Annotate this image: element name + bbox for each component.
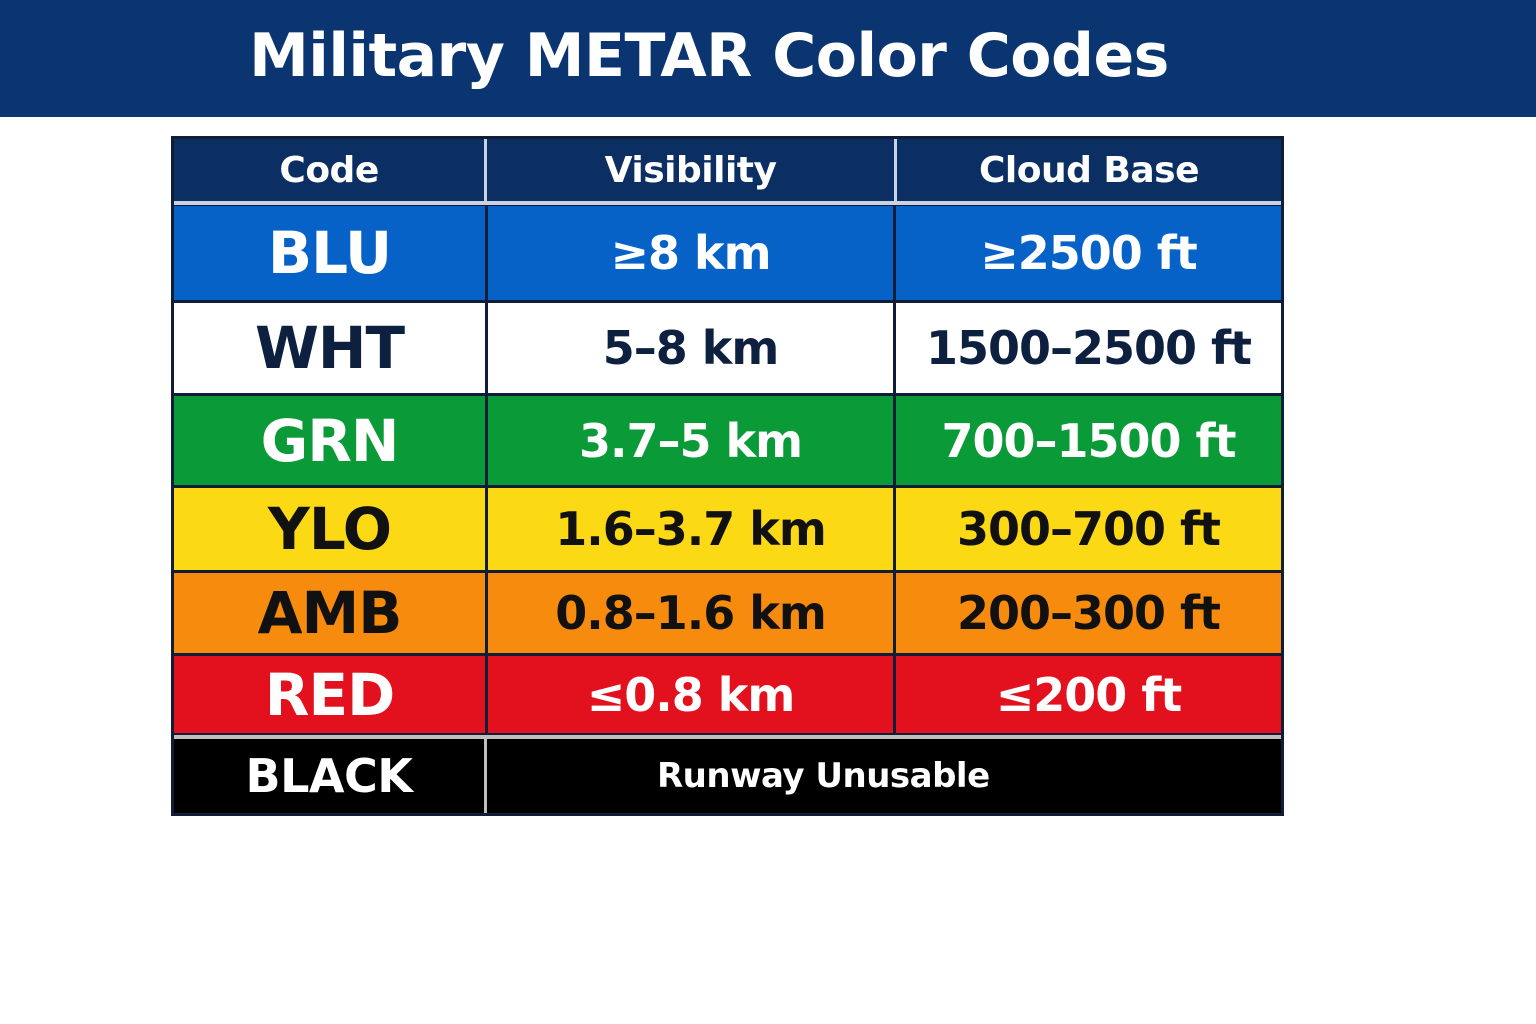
code-cell: GRN bbox=[174, 396, 485, 485]
cloud-base-cell: ≥2500 ft bbox=[896, 206, 1281, 300]
cloud-base-cell: 300–700 ft bbox=[896, 488, 1281, 570]
code-cell-black: BLACK bbox=[174, 739, 484, 813]
visibility-cell: ≤0.8 km bbox=[488, 656, 893, 733]
color-code-table: Code Visibility Cloud Base BLU ≥8 km ≥25… bbox=[171, 136, 1284, 816]
page-title: Military METAR Color Codes bbox=[249, 21, 1169, 91]
code-cell: BLU bbox=[174, 206, 485, 300]
table-row: RED ≤0.8 km ≤200 ft bbox=[174, 656, 1281, 733]
table-row: BLU ≥8 km ≥2500 ft bbox=[174, 206, 1281, 300]
cloud-base-cell: 200–300 ft bbox=[896, 573, 1281, 653]
header-cloud-base: Cloud Base bbox=[978, 149, 1199, 191]
black-row: BLACK Runway Unusable bbox=[174, 739, 1281, 813]
header-rule bbox=[174, 201, 1281, 205]
code-cell: YLO bbox=[174, 488, 485, 570]
header-visibility: Visibility bbox=[604, 149, 777, 191]
cloud-base-cell: 1500–2500 ft bbox=[896, 303, 1281, 393]
table-row: WHT 5–8 km 1500–2500 ft bbox=[174, 303, 1281, 393]
visibility-cell: 5–8 km bbox=[488, 303, 893, 393]
table-row: AMB 0.8–1.6 km 200–300 ft bbox=[174, 573, 1281, 653]
cloud-base-cell: ≤200 ft bbox=[896, 656, 1281, 733]
visibility-cell: 1.6–3.7 km bbox=[488, 488, 893, 570]
code-cell: RED bbox=[174, 656, 485, 733]
cloud-base-cell: 700–1500 ft bbox=[896, 396, 1281, 485]
visibility-cell: 0.8–1.6 km bbox=[488, 573, 893, 653]
code-cell: WHT bbox=[174, 303, 485, 393]
header-divider bbox=[894, 139, 898, 201]
table-row: GRN 3.7–5 km 700–1500 ft bbox=[174, 396, 1281, 485]
code-cell: AMB bbox=[174, 573, 485, 653]
black-row-rule bbox=[174, 735, 1281, 739]
title-bar: Military METAR Color Codes bbox=[0, 0, 1536, 117]
table-row: YLO 1.6–3.7 km 300–700 ft bbox=[174, 488, 1281, 570]
black-row-divider bbox=[484, 739, 487, 813]
header-divider bbox=[484, 139, 488, 201]
table-header-row: Code Visibility Cloud Base bbox=[174, 139, 1281, 201]
header-code: Code bbox=[279, 149, 379, 191]
visibility-cell: ≥8 km bbox=[488, 206, 893, 300]
runway-status-cell: Runway Unusable bbox=[486, 739, 1281, 813]
visibility-cell: 3.7–5 km bbox=[488, 396, 893, 485]
